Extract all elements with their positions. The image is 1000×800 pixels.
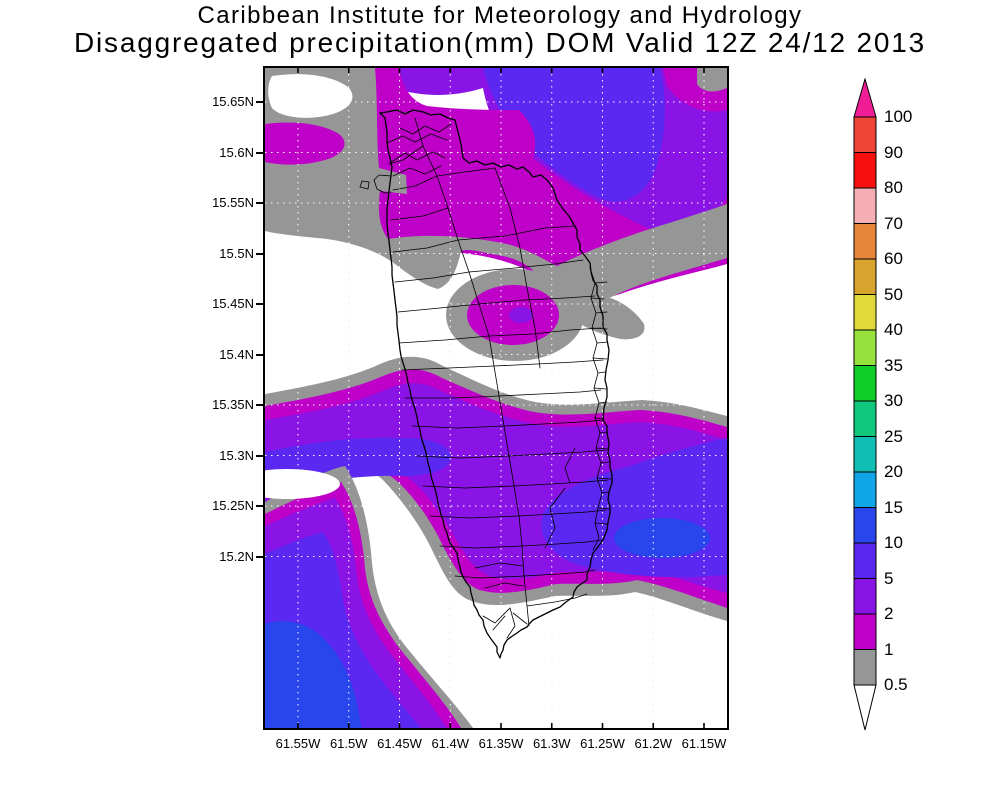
lon-axis-label: 61.5W: [329, 736, 368, 751]
colorbar-tick-label: 0.5: [884, 675, 908, 694]
lon-axis-label: 61.4W: [431, 736, 470, 751]
colorbar-tick-label: 15: [884, 497, 903, 517]
lat-axis-tick: [256, 101, 265, 103]
lon-axis-label: 61.2W: [634, 736, 673, 751]
lat-axis-label: 15.25N: [212, 498, 254, 513]
lat-axis-tick: [256, 454, 265, 457]
colorbar-segment: [853, 507, 877, 544]
dominica-island-outline: [359, 109, 613, 659]
precipitation-field: [265, 68, 727, 728]
colorbar-tick-label: 70: [884, 213, 903, 233]
lat-axis-tick: [256, 252, 265, 255]
lat-axis-label: 15.6N: [219, 144, 254, 160]
colorbar-segment: [853, 400, 877, 437]
lat-axis-label: 15.45N: [212, 296, 254, 311]
colorbar-segment: [853, 542, 877, 579]
lat-axis-tick: [256, 555, 265, 558]
colorbar-segment: [853, 436, 877, 473]
colorbar-segment: [853, 649, 877, 686]
lat-axis-label: 15.35N: [212, 397, 254, 412]
colorbar-segment: [853, 613, 877, 650]
lat-axis-label: 15.2N: [219, 548, 254, 564]
colorbar-tick-label: 90: [884, 142, 903, 162]
lat-axis-label: 15.65N: [212, 94, 254, 109]
lat-axis-tick: [256, 202, 265, 204]
lon-axis-label: 61.55W: [275, 736, 321, 751]
colorbar-segment: [853, 116, 877, 153]
lon-axis-label: 61.15W: [681, 736, 727, 751]
colorbar-segment: [853, 365, 877, 402]
colorbar-segment: [853, 223, 877, 260]
lat-axis-tick: [256, 505, 265, 507]
colorbar-segment: [853, 329, 877, 366]
colorbar-tick-label: 5: [884, 568, 894, 588]
colorbar-tick-label: 80: [884, 178, 903, 197]
colorbar-segment: [853, 152, 877, 189]
colorbar-over-arrow: [853, 78, 877, 118]
lat-axis-tick: [256, 303, 265, 305]
page-title: Caribbean Institute for Meteorology and …: [197, 2, 803, 29]
map-plot-area: [263, 66, 729, 730]
lat-axis-tick: [256, 404, 265, 406]
lat-axis-tick: [256, 151, 265, 154]
colorbar-tick-label: 2: [884, 604, 894, 623]
lat-axis-label: 15.55N: [212, 195, 254, 210]
colorbar-segment: [853, 471, 877, 508]
colorbar-tick-label: 35: [884, 355, 903, 375]
lat-axis-label: 15.4N: [219, 346, 254, 362]
lat-axis-label: 15.5N: [219, 245, 254, 261]
colorbar-segment: [853, 258, 877, 295]
colorbar-tick-label: 1: [884, 639, 894, 659]
colorbar-segment: [853, 187, 877, 224]
colorbar-tick-label: 25: [884, 426, 903, 446]
lon-axis-label: 61.35W: [478, 736, 524, 751]
colorbar-tick-label: 100: [884, 107, 913, 126]
lon-axis-label: 61.25W: [580, 736, 625, 751]
colorbar-tick-label: 40: [884, 320, 903, 339]
lat-axis-tick: [256, 353, 265, 356]
colorbar-segment: [853, 578, 877, 615]
lon-axis-label: 61.3W: [532, 736, 571, 751]
lat-axis-label: 15.3N: [219, 447, 254, 463]
page-subtitle: Disaggregated precipitation(mm) DOM Vali…: [74, 27, 926, 58]
colorbar-tick-label: 30: [884, 391, 903, 410]
lon-axis-label: 61.45W: [377, 736, 422, 751]
colorbar-tick-label: 20: [884, 462, 903, 481]
colorbar: [853, 78, 877, 731]
colorbar-tick-label: 50: [884, 284, 903, 304]
colorbar-segment: [853, 294, 877, 331]
colorbar-tick-label: 10: [884, 533, 903, 552]
precip-contour-fills: [265, 68, 727, 728]
colorbar-under-arrow: [853, 684, 877, 731]
colorbar-tick-label: 60: [884, 249, 903, 268]
axis-edge-nubs: [297, 68, 705, 728]
